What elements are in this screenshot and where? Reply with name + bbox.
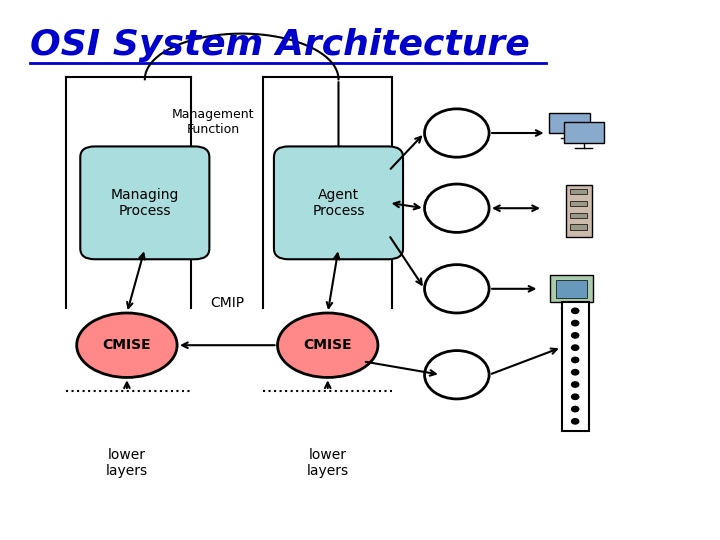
Ellipse shape — [77, 313, 177, 377]
Circle shape — [572, 382, 579, 387]
Circle shape — [572, 333, 579, 338]
Ellipse shape — [277, 313, 378, 377]
Text: lower
layers: lower layers — [106, 448, 148, 478]
Text: Managing
Process: Managing Process — [111, 188, 179, 218]
FancyBboxPatch shape — [274, 146, 403, 259]
FancyBboxPatch shape — [81, 146, 210, 259]
Circle shape — [572, 418, 579, 424]
FancyBboxPatch shape — [564, 122, 604, 143]
Circle shape — [572, 369, 579, 375]
FancyBboxPatch shape — [570, 224, 588, 230]
Circle shape — [572, 345, 579, 350]
FancyBboxPatch shape — [570, 213, 588, 218]
Text: Agent
Process: Agent Process — [312, 188, 365, 218]
FancyBboxPatch shape — [562, 302, 589, 431]
Circle shape — [572, 394, 579, 400]
Circle shape — [572, 320, 579, 326]
Text: OSI System Architecture: OSI System Architecture — [30, 28, 530, 62]
Text: CMISE: CMISE — [102, 338, 151, 352]
FancyBboxPatch shape — [550, 275, 593, 302]
FancyBboxPatch shape — [570, 201, 588, 206]
FancyBboxPatch shape — [556, 280, 588, 298]
Circle shape — [572, 357, 579, 363]
FancyBboxPatch shape — [570, 189, 588, 194]
Circle shape — [572, 407, 579, 411]
Text: CMIP: CMIP — [210, 296, 244, 310]
FancyBboxPatch shape — [549, 113, 590, 133]
Text: lower
layers: lower layers — [307, 448, 348, 478]
Text: Management
Function: Management Function — [171, 108, 254, 136]
Circle shape — [572, 308, 579, 314]
FancyBboxPatch shape — [566, 185, 592, 237]
Text: CMISE: CMISE — [303, 338, 352, 352]
